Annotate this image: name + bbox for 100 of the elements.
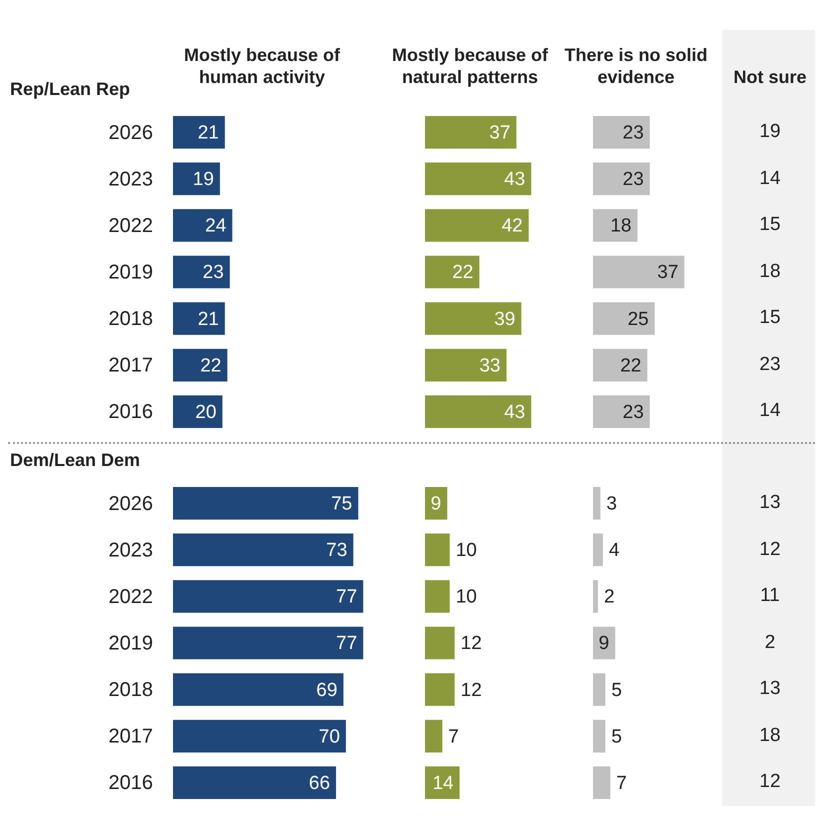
bar [173, 209, 232, 242]
data-label: 9 [430, 494, 442, 515]
data-label: 2 [604, 586, 615, 608]
text: 2 [764, 630, 776, 655]
y-axis-title: Dem/Lean Dem [10, 450, 140, 471]
data-label: 5 [611, 726, 622, 748]
bar [593, 720, 606, 752]
data-label: 5 [611, 680, 622, 701]
y-tick-label: 2016 [108, 401, 153, 424]
bar [173, 486, 358, 520]
data-label: 77 [336, 633, 358, 654]
y-axis-title: Rep/Lean Rep [10, 79, 130, 100]
data-label: 7 [448, 726, 459, 748]
text: 19 [758, 120, 782, 144]
y-tick-label: 2022 [108, 214, 153, 237]
data-label: 20 [195, 402, 216, 423]
text: Not sure [733, 67, 806, 87]
bar [593, 395, 650, 428]
chart-title: Mostly because of human activity [182, 44, 342, 88]
bar [425, 766, 460, 800]
bar [593, 673, 606, 706]
data-label: 25 [628, 308, 649, 330]
bar [593, 302, 655, 335]
bar [173, 766, 336, 800]
bar [173, 116, 225, 149]
data-label: 22 [620, 355, 642, 376]
text: 12 [758, 770, 782, 794]
text: 14 [758, 399, 782, 424]
bar [593, 766, 610, 800]
text: 14 [758, 166, 782, 191]
bar [593, 486, 600, 520]
text: 18 [758, 260, 782, 284]
data-label: 4 [608, 540, 620, 562]
bar [593, 256, 684, 288]
data-label: 10 [456, 540, 477, 562]
bar [593, 116, 650, 149]
y-tick-label: 2018 [108, 308, 153, 330]
text: 18 [758, 724, 782, 748]
data-label: 75 [331, 494, 352, 515]
bar [593, 162, 650, 196]
bar [173, 534, 354, 566]
data-label: 23 [202, 262, 224, 284]
bar [425, 256, 480, 288]
bar [425, 534, 450, 566]
data-label: 19 [192, 169, 214, 190]
data-label: 42 [502, 216, 523, 237]
y-tick-label: 2017 [108, 354, 153, 377]
bar [173, 626, 364, 660]
data-label: 39 [494, 308, 516, 330]
chart-title: There is no solid evidence [564, 45, 708, 87]
bar [593, 534, 603, 566]
data-label: 22 [452, 262, 474, 284]
bar [173, 673, 344, 706]
data-label: 12 [460, 633, 482, 654]
bar [425, 162, 532, 196]
data-label: 23 [622, 122, 644, 144]
y-tick-label: 2022 [108, 586, 153, 608]
bar [425, 626, 455, 660]
text: 15 [758, 306, 782, 330]
data-label: 37 [657, 262, 678, 284]
chart-title: Mostly because of natural patterns [392, 45, 548, 87]
data-label: 12 [460, 680, 482, 701]
text: 11 [759, 584, 781, 608]
bar [425, 209, 529, 242]
data-label: 3 [606, 494, 617, 515]
data-label: 24 [205, 216, 227, 237]
bar [425, 720, 442, 752]
data-label: 66 [308, 772, 330, 794]
data-label: 14 [432, 772, 454, 794]
bar [593, 348, 648, 382]
y-tick-label: 2023 [108, 168, 153, 190]
bar [173, 720, 346, 752]
text: 13 [758, 491, 782, 515]
y-tick-label: 2019 [108, 262, 153, 284]
bar [425, 395, 532, 428]
data-label: 43 [504, 402, 526, 423]
bar [593, 580, 598, 613]
data-label: 70 [318, 726, 340, 748]
bar [173, 302, 225, 335]
text: 23 [758, 352, 782, 377]
data-label: 37 [489, 122, 510, 144]
data-label: 43 [504, 169, 526, 190]
data-label: 21 [198, 308, 219, 330]
y-tick-label: 2018 [108, 679, 153, 702]
data-label: 69 [316, 680, 338, 701]
y-tick-label: 2016 [108, 772, 153, 794]
data-label: 33 [479, 355, 501, 376]
text: 12 [758, 538, 782, 562]
bar [593, 626, 616, 660]
bar [173, 256, 230, 288]
data-label: 73 [326, 540, 348, 562]
data-label: 23 [622, 402, 644, 423]
text: 13 [758, 677, 782, 702]
data-label: 21 [198, 122, 219, 144]
bar [425, 348, 507, 382]
bar [173, 580, 364, 613]
bar [425, 673, 455, 706]
bar [173, 348, 228, 382]
y-tick-label: 2026 [108, 122, 153, 144]
data-label: 18 [610, 216, 632, 237]
